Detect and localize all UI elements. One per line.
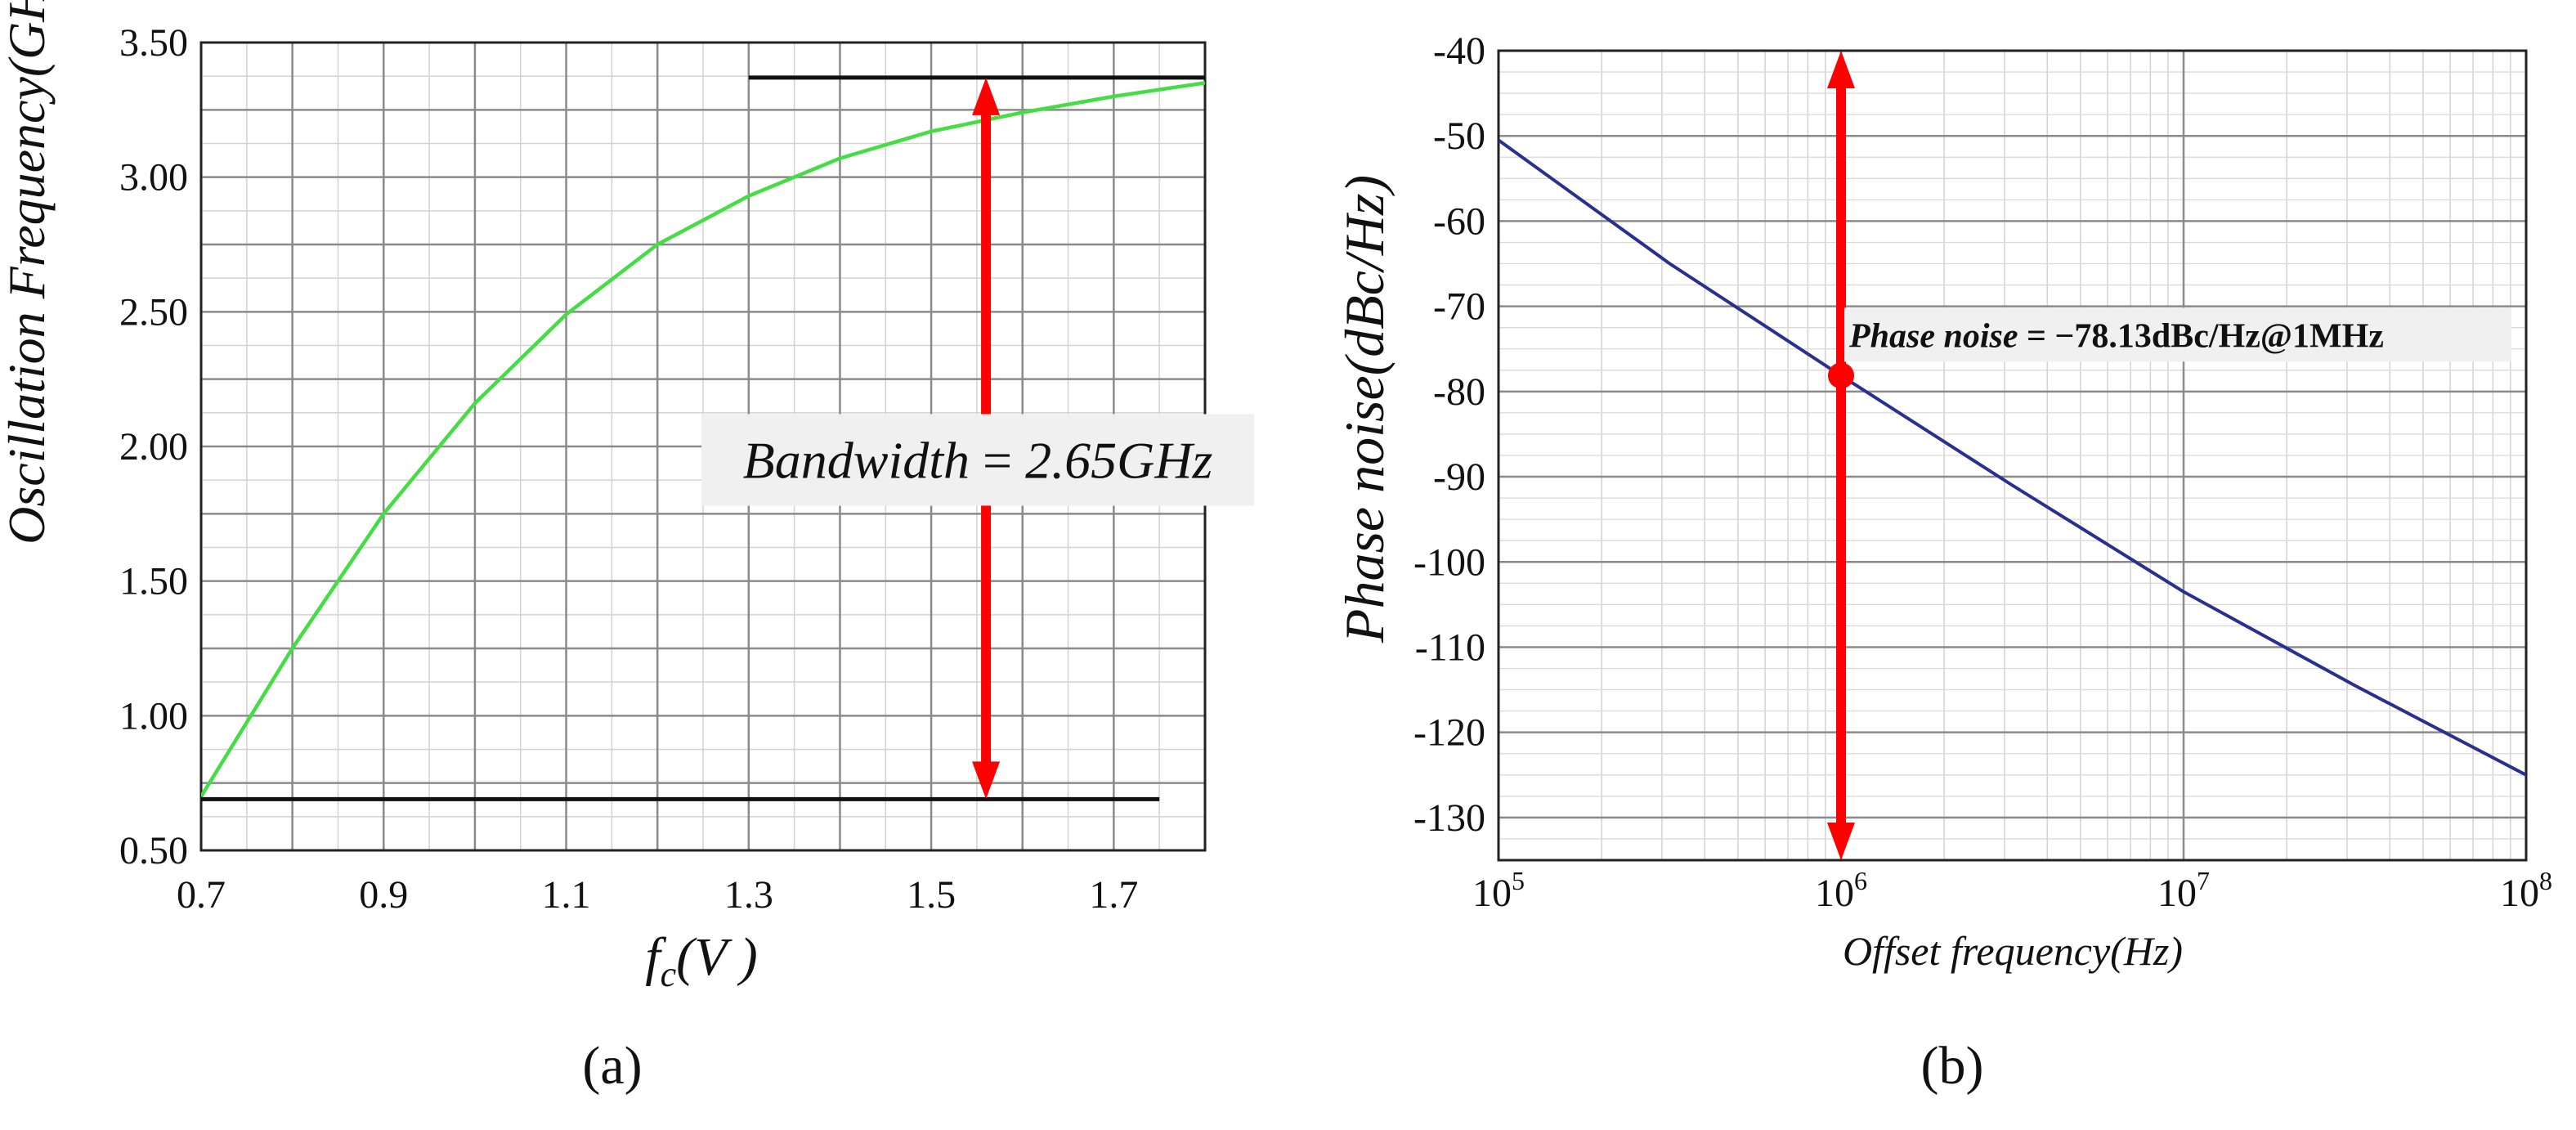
frequency-curve xyxy=(201,81,1205,798)
bandwidth-label-value: 2.65GHz xyxy=(1025,431,1212,489)
y-tick-label: 1.00 xyxy=(119,694,188,738)
frame-b xyxy=(1497,49,2528,862)
y-tick-label: -110 xyxy=(1415,626,1485,669)
x-axis-title-a: fc(V ) xyxy=(645,927,757,994)
annotation-background xyxy=(1844,307,2511,362)
x-tick-label: 106 xyxy=(1815,866,1867,915)
x-tick-label: 0.7 xyxy=(177,873,226,917)
y-tick-label: 3.00 xyxy=(119,156,188,200)
y-tick-label: -130 xyxy=(1413,796,1485,840)
bandwidth-label: Bandwidth = 2.65GHz xyxy=(743,431,1213,489)
arrow-head-bottom xyxy=(1827,823,1855,860)
1mhz-marker xyxy=(1828,362,1854,389)
bandwidth-label-prefix: Bandwidth xyxy=(743,431,970,489)
y-tick-label: 0.50 xyxy=(119,829,188,872)
y-tick-label: -50 xyxy=(1433,114,1485,158)
chart-b: Phase noise = −78.13dBc/Hz@1MHz 105 106 10… xyxy=(1333,29,2552,1096)
chart-a: Bandwidth = 2.65GHz 0.7 0.9 1.1 1.3 1.5 1.7 0… xyxy=(0,0,1255,1096)
y-tick-label: 2.50 xyxy=(119,290,188,334)
y-ticks-a: 0.50 1.00 1.50 2.00 2.50 3.00 3.50 xyxy=(119,21,188,872)
phase-noise-label-eq: = xyxy=(2018,317,2055,355)
x-axis-title-a-rest: (V ) xyxy=(676,927,758,987)
x-tick-label: 1.5 xyxy=(907,873,956,917)
x-axis-title-b: Offset frequency(Hz) xyxy=(1843,928,2183,974)
y-tick-label: -120 xyxy=(1413,711,1485,755)
arrow-head-bottom xyxy=(972,761,1001,800)
x-ticks-b: 105 106 107 108 xyxy=(1472,866,2552,915)
x-tick-label: 1.3 xyxy=(724,873,773,917)
y-axis-title-a: Oscillation Frequency(GHz) xyxy=(0,0,56,545)
y-tick-label: -90 xyxy=(1433,455,1485,499)
x-tick-label: 105 xyxy=(1472,866,1525,915)
arrow-head-top xyxy=(972,77,1001,115)
phase-noise-arrow xyxy=(1827,51,1855,860)
y-tick-label: -80 xyxy=(1433,370,1485,414)
panel-label-a: (a) xyxy=(582,1036,642,1096)
y-tick-label: -40 xyxy=(1433,29,1485,73)
y-tick-label: -60 xyxy=(1433,200,1485,243)
arrow-head-top xyxy=(1827,51,1855,88)
phase-noise-label: Phase noise = −78.13dBc/Hz@1MHz xyxy=(1848,317,2384,355)
y-tick-label: -100 xyxy=(1413,540,1485,584)
x-tick-label: 107 xyxy=(2157,866,2210,915)
x-axis-title-a-sub: c xyxy=(661,954,677,994)
x-tick-label: 1.7 xyxy=(1089,873,1138,917)
y-axis-title-b: Phase noise(dBc/Hz) xyxy=(1333,175,1396,643)
x-tick-label: 0.9 xyxy=(359,873,408,917)
y-tick-label: 2.00 xyxy=(119,425,188,469)
x-tick-label: 1.1 xyxy=(542,873,591,917)
bandwidth-label-eq: = xyxy=(970,431,1025,489)
bandwidth-annotation: Bandwidth = 2.65GHz xyxy=(701,414,1255,506)
grid-minor-b xyxy=(1499,51,2526,861)
panel-label-b: (b) xyxy=(1921,1036,1984,1096)
y-tick-label: 3.50 xyxy=(119,21,188,65)
x-ticks-a: 0.7 0.9 1.1 1.3 1.5 1.7 xyxy=(177,873,1138,917)
annotation-background xyxy=(701,414,1255,506)
y-ticks-b: -40 -50 -60 -70 -80 -90 -100 -110 -120 -130 xyxy=(1413,29,1485,840)
phase-noise-curve xyxy=(1499,138,2526,777)
phase-noise-label-prefix: Phase noise xyxy=(1848,317,2018,355)
phase-noise-annotation: Phase noise = −78.13dBc/Hz@1MHz xyxy=(1844,307,2511,362)
y-tick-label: 1.50 xyxy=(119,560,188,603)
y-tick-label: -70 xyxy=(1433,285,1485,329)
phase-noise-label-value: −78.13dBc/Hz@1MHz xyxy=(2054,317,2383,355)
x-tick-label: 108 xyxy=(2500,866,2552,915)
